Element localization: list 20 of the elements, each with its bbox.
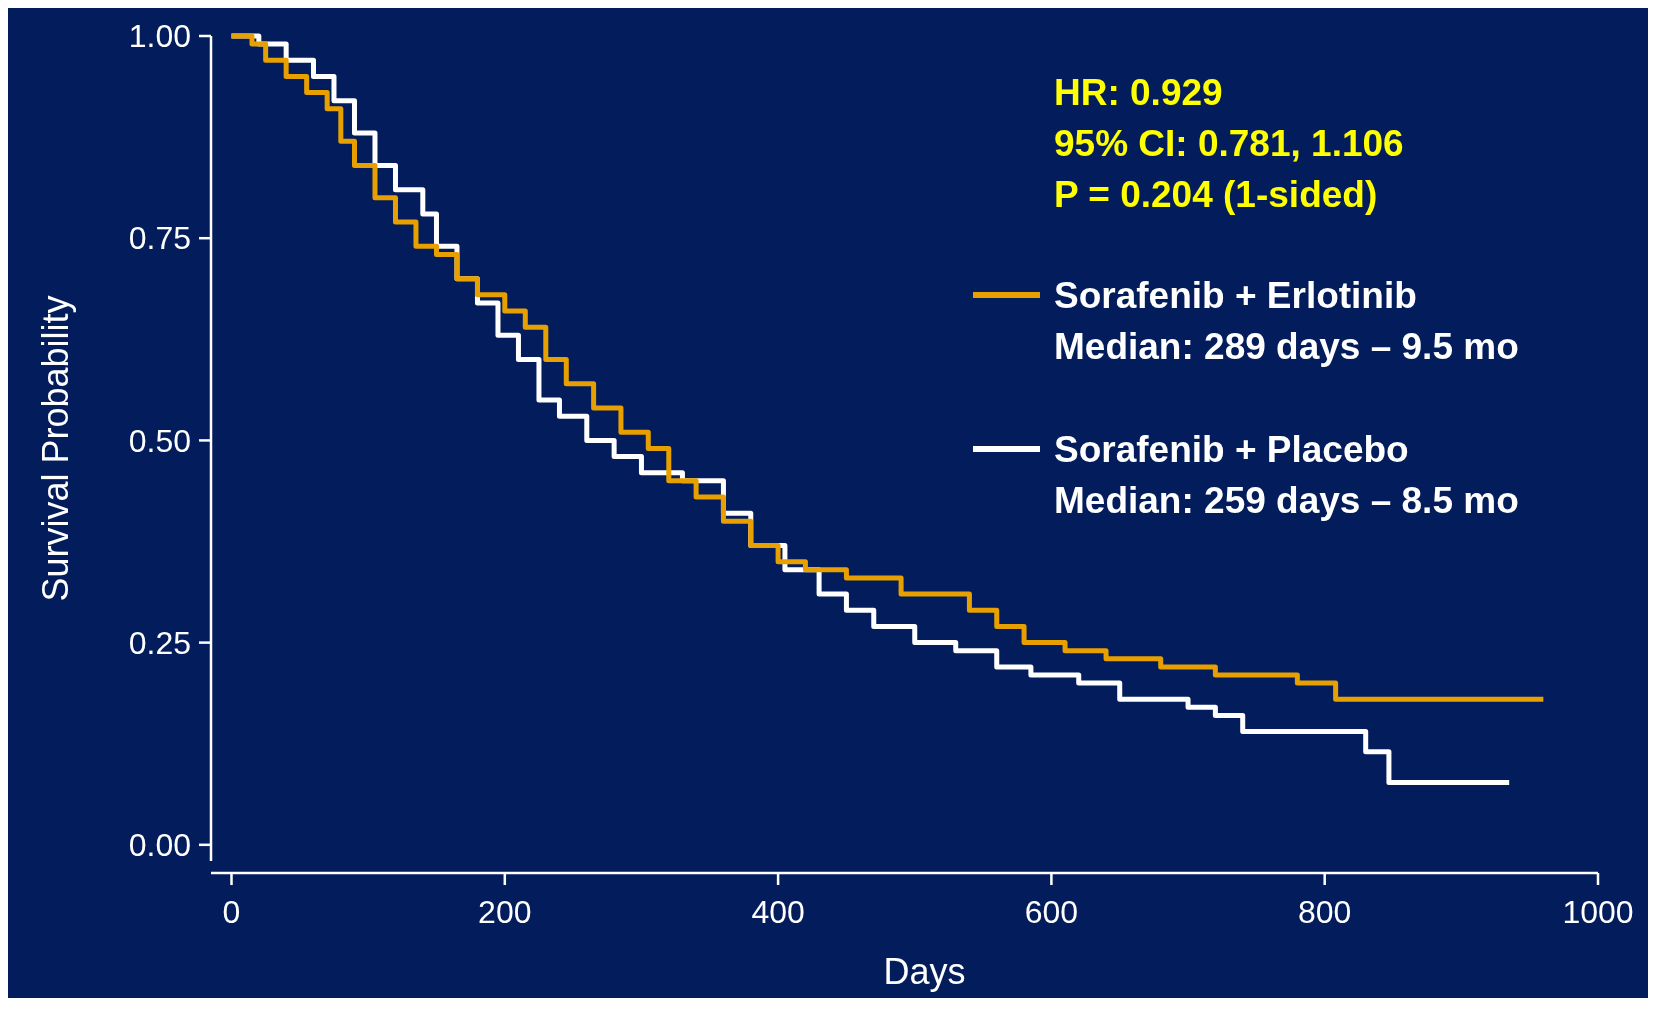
y-tick-label: 0.25 xyxy=(128,624,191,661)
x-tick-label: 200 xyxy=(478,894,532,930)
x-tick-label: 0 xyxy=(222,894,241,930)
y-tick-label: 0.50 xyxy=(128,422,191,459)
y-tick-label: 1.00 xyxy=(128,18,191,55)
annotation: HR: 0.929 xyxy=(1054,72,1223,113)
x-axis-title: Days xyxy=(883,951,966,992)
y-tick-label: 0.00 xyxy=(128,827,191,864)
x-tick-label: 1000 xyxy=(1562,894,1634,930)
x-tick-label: 800 xyxy=(1298,894,1352,930)
annotation: 95% CI: 0.781, 1.106 xyxy=(1054,123,1404,164)
y-axis-title: Survival Probability xyxy=(35,295,76,602)
annotation: Median: 259 days – 8.5 mo xyxy=(1054,480,1519,521)
x-tick-label: 400 xyxy=(751,894,805,930)
legend-label: Sorafenib + Placebo xyxy=(1054,429,1409,470)
x-tick-label: 600 xyxy=(1024,894,1079,930)
y-tick-label: 0.75 xyxy=(128,220,191,257)
annotation: Median: 289 days – 9.5 mo xyxy=(1054,326,1519,367)
legend-label: Sorafenib + Erlotinib xyxy=(1054,275,1417,316)
annotation: P = 0.204 (1-sided) xyxy=(1054,174,1378,215)
